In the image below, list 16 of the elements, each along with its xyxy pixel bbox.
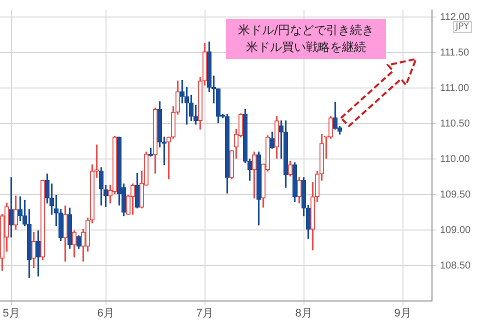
y-tick-label: 111.50: [440, 47, 470, 58]
x-tick-label: 8月: [295, 308, 312, 320]
x-tick-label: 6月: [97, 308, 114, 320]
y-axis-title: JPY: [452, 21, 472, 33]
y-tick-label: 108.50: [440, 260, 472, 272]
x-tick-label: 7月: [196, 308, 214, 320]
y-tick-label: 110.50: [440, 118, 470, 130]
annotation: 米ドル/円などで引き続き: [238, 23, 374, 37]
annotation: 米ドル買い戦略を継続: [246, 40, 366, 54]
y-tick-label: 109.00: [440, 224, 472, 236]
y-tick-label: 109.50: [440, 189, 472, 200]
x-tick-label: 5月: [2, 308, 20, 320]
y-tick-label: 110.00: [440, 154, 470, 165]
y-tick-label: 112.00: [440, 12, 470, 23]
x-tick-label: 9月: [394, 308, 412, 320]
y-tick-label: 111.00: [440, 82, 470, 94]
